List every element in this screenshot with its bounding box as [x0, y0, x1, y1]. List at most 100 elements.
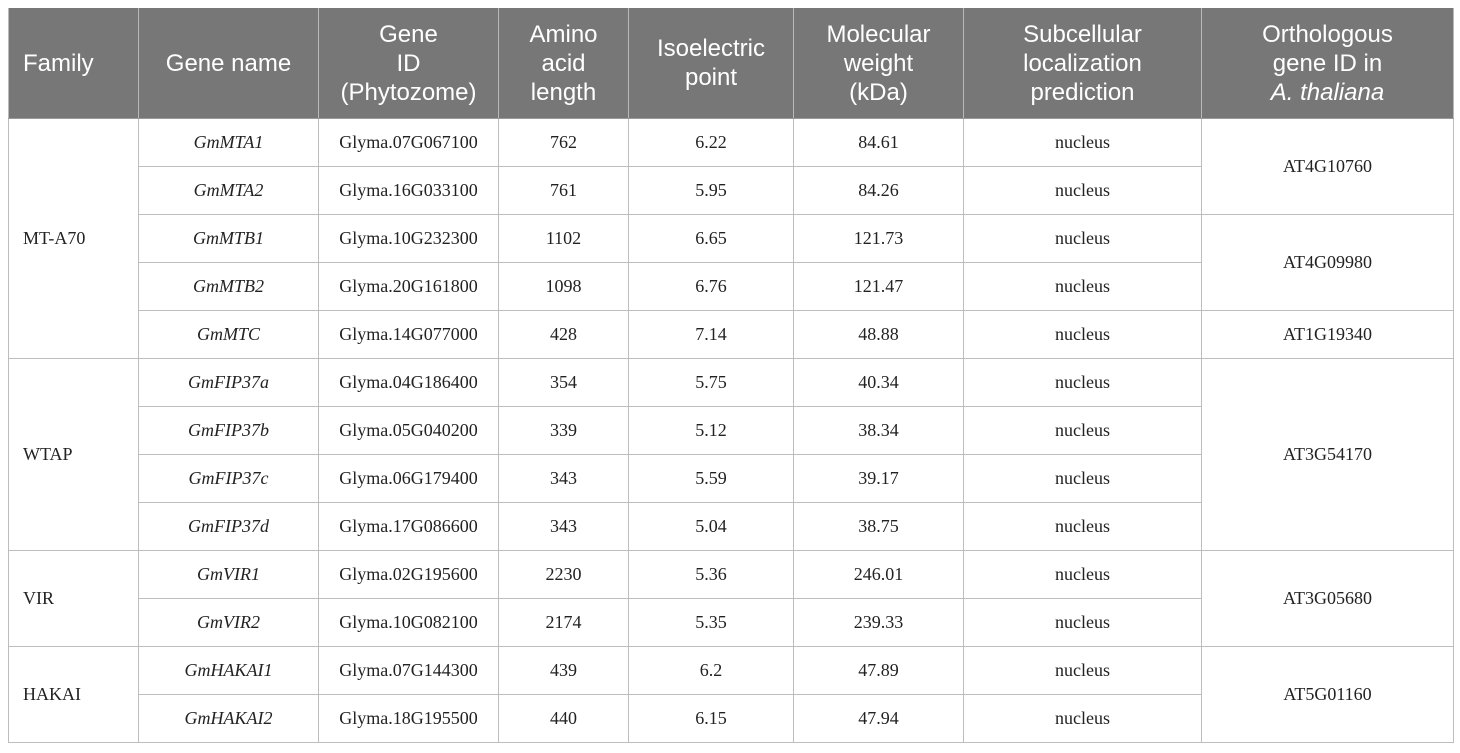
gene-name-cell: GmMTA2 [138, 166, 319, 215]
header-gene-name: Gene name [138, 8, 319, 119]
gene-name-cell: GmMTA1 [138, 118, 319, 167]
header-molecular-weight: Molecular weight (kDa) [793, 8, 964, 119]
ortholog-cell: AT3G54170 [1201, 358, 1454, 551]
pi-cell: 6.22 [628, 118, 794, 167]
pi-cell: 5.59 [628, 454, 794, 503]
gene-name-cell: GmFIP37b [138, 406, 319, 455]
localization-cell: nucleus [963, 694, 1202, 743]
pi-cell: 7.14 [628, 310, 794, 359]
header-row: Family Gene name Gene ID (Phytozome) Ami… [8, 8, 1454, 119]
gene-id-cell: Glyma.10G082100 [318, 598, 499, 647]
gene-name-cell: GmMTC [138, 310, 319, 359]
mw-cell: 121.47 [793, 262, 964, 311]
header-gene-id-line-3: (Phytozome) [340, 78, 477, 106]
header-amino-acid-length: Amino acid length [498, 8, 629, 119]
gene-id-cell: Glyma.16G033100 [318, 166, 499, 215]
gene-id-cell: Glyma.06G179400 [318, 454, 499, 503]
header-gene-name-line: Gene name [165, 49, 292, 77]
aa-length-cell: 428 [498, 310, 629, 359]
header-pi-line-1: Isoelectric [656, 35, 766, 62]
table-row: VIR GmVIR1 Glyma.02G195600 2230 5.36 246… [8, 550, 1454, 647]
header-subcellular-localization: Subcellular localization prediction [963, 8, 1202, 119]
pi-cell: 6.76 [628, 262, 794, 311]
header-orthologous-gene-id: Orthologous gene ID in A. thaliana [1201, 8, 1454, 119]
localization-cell: nucleus [963, 502, 1202, 551]
header-aa-line-2: acid [541, 49, 586, 77]
mw-cell: 40.34 [793, 358, 964, 407]
table-row: GmVIR2 Glyma.10G082100 2174 5.35 239.33 … [9, 598, 1454, 647]
localization-cell: nucleus [963, 262, 1202, 311]
localization-cell: nucleus [963, 358, 1202, 407]
table-row: HAKAI GmHAKAI1 Glyma.07G144300 439 6.2 4… [8, 646, 1454, 743]
gene-id-cell: Glyma.14G077000 [318, 310, 499, 359]
gene-name-cell: GmMTB2 [138, 262, 319, 311]
gene-name-cell: GmFIP37c [138, 454, 319, 503]
family-cell: WTAP [8, 358, 139, 551]
aa-length-cell: 761 [498, 166, 629, 215]
pi-cell: 5.04 [628, 502, 794, 551]
localization-cell: nucleus [963, 646, 1202, 695]
mw-cell: 84.61 [793, 118, 964, 167]
aa-length-cell: 1102 [498, 214, 629, 263]
table-row: GmMTB1 Glyma.10G232300 1102 6.65 121.73 … [9, 214, 1454, 311]
header-mw-line-2: weight [843, 49, 914, 77]
localization-cell: nucleus [963, 166, 1202, 215]
gene-name-cell: GmMTB1 [138, 214, 319, 263]
gene-id-cell: Glyma.07G067100 [318, 118, 499, 167]
mw-cell: 239.33 [793, 598, 964, 647]
localization-cell: nucleus [963, 118, 1202, 167]
gene-name-cell: GmVIR2 [138, 598, 319, 647]
localization-cell: nucleus [963, 454, 1202, 503]
localization-cell: nucleus [963, 214, 1202, 263]
aa-length-cell: 762 [498, 118, 629, 167]
header-mw-line-1: Molecular [826, 20, 931, 48]
gene-id-cell: Glyma.20G161800 [318, 262, 499, 311]
localization-cell: nucleus [963, 550, 1202, 599]
localization-cell: nucleus [963, 406, 1202, 455]
header-family-line: Family [23, 49, 94, 77]
ortholog-cell: AT4G09980 [1201, 214, 1454, 311]
table-row: WTAP GmFIP37a Glyma.04G186400 354 5.75 4… [8, 358, 1454, 551]
localization-cell: nucleus [963, 598, 1202, 647]
header-loc-line-1: Subcellular [1023, 20, 1142, 48]
gene-id-cell: Glyma.07G144300 [318, 646, 499, 695]
header-pi-line-2: point [684, 64, 738, 91]
ortholog-cell: AT3G05680 [1201, 550, 1454, 647]
ortholog-cell: AT1G19340 [1201, 310, 1454, 359]
mw-cell: 84.26 [793, 166, 964, 215]
mw-cell: 121.73 [793, 214, 964, 263]
mw-cell: 48.88 [793, 310, 964, 359]
pi-cell: 5.75 [628, 358, 794, 407]
table-row: GmMTB2 Glyma.20G161800 1098 6.76 121.47 … [9, 262, 1454, 311]
table-row: GmMTA2 Glyma.16G033100 761 5.95 84.26 nu… [9, 166, 1454, 215]
table-row: GmFIP37c Glyma.06G179400 343 5.59 39.17 … [9, 454, 1454, 503]
table-row: MT-A70 GmMTA1 Glyma.07G067100 762 6.22 8… [8, 118, 1454, 359]
ortholog-cell: AT4G10760 [1201, 118, 1454, 215]
table-row: GmFIP37b Glyma.05G040200 339 5.12 38.34 … [9, 406, 1454, 455]
gene-id-cell: Glyma.17G086600 [318, 502, 499, 551]
pi-cell: 5.12 [628, 406, 794, 455]
pi-cell: 6.65 [628, 214, 794, 263]
header-isoelectric-point: Isoelectric point [628, 8, 794, 119]
header-mw-line-3: (kDa) [849, 78, 908, 106]
header-aa-line-1: Amino [529, 20, 598, 48]
header-ortho-line-1: Orthologous [1262, 20, 1393, 48]
header-gene-id: Gene ID (Phytozome) [318, 8, 499, 119]
mw-cell: 47.94 [793, 694, 964, 743]
header-ortho-line-2: gene ID in [1272, 49, 1383, 77]
mw-cell: 39.17 [793, 454, 964, 503]
header-aa-line-3: length [530, 78, 597, 106]
gene-table: Family Gene name Gene ID (Phytozome) Ami… [8, 8, 1454, 743]
aa-length-cell: 2230 [498, 550, 629, 599]
localization-cell: nucleus [963, 310, 1202, 359]
header-loc-line-2: localization [1023, 49, 1142, 77]
aa-length-cell: 440 [498, 694, 629, 743]
pi-cell: 5.36 [628, 550, 794, 599]
header-loc-line-3: prediction [1030, 78, 1135, 106]
gene-id-cell: Glyma.05G040200 [318, 406, 499, 455]
family-cell: VIR [8, 550, 139, 647]
aa-length-cell: 339 [498, 406, 629, 455]
header-ortho-line-3: A. thaliana [1270, 78, 1385, 106]
mw-cell: 38.34 [793, 406, 964, 455]
table-row: GmMTC Glyma.14G077000 428 7.14 48.88 nuc… [9, 310, 1454, 359]
